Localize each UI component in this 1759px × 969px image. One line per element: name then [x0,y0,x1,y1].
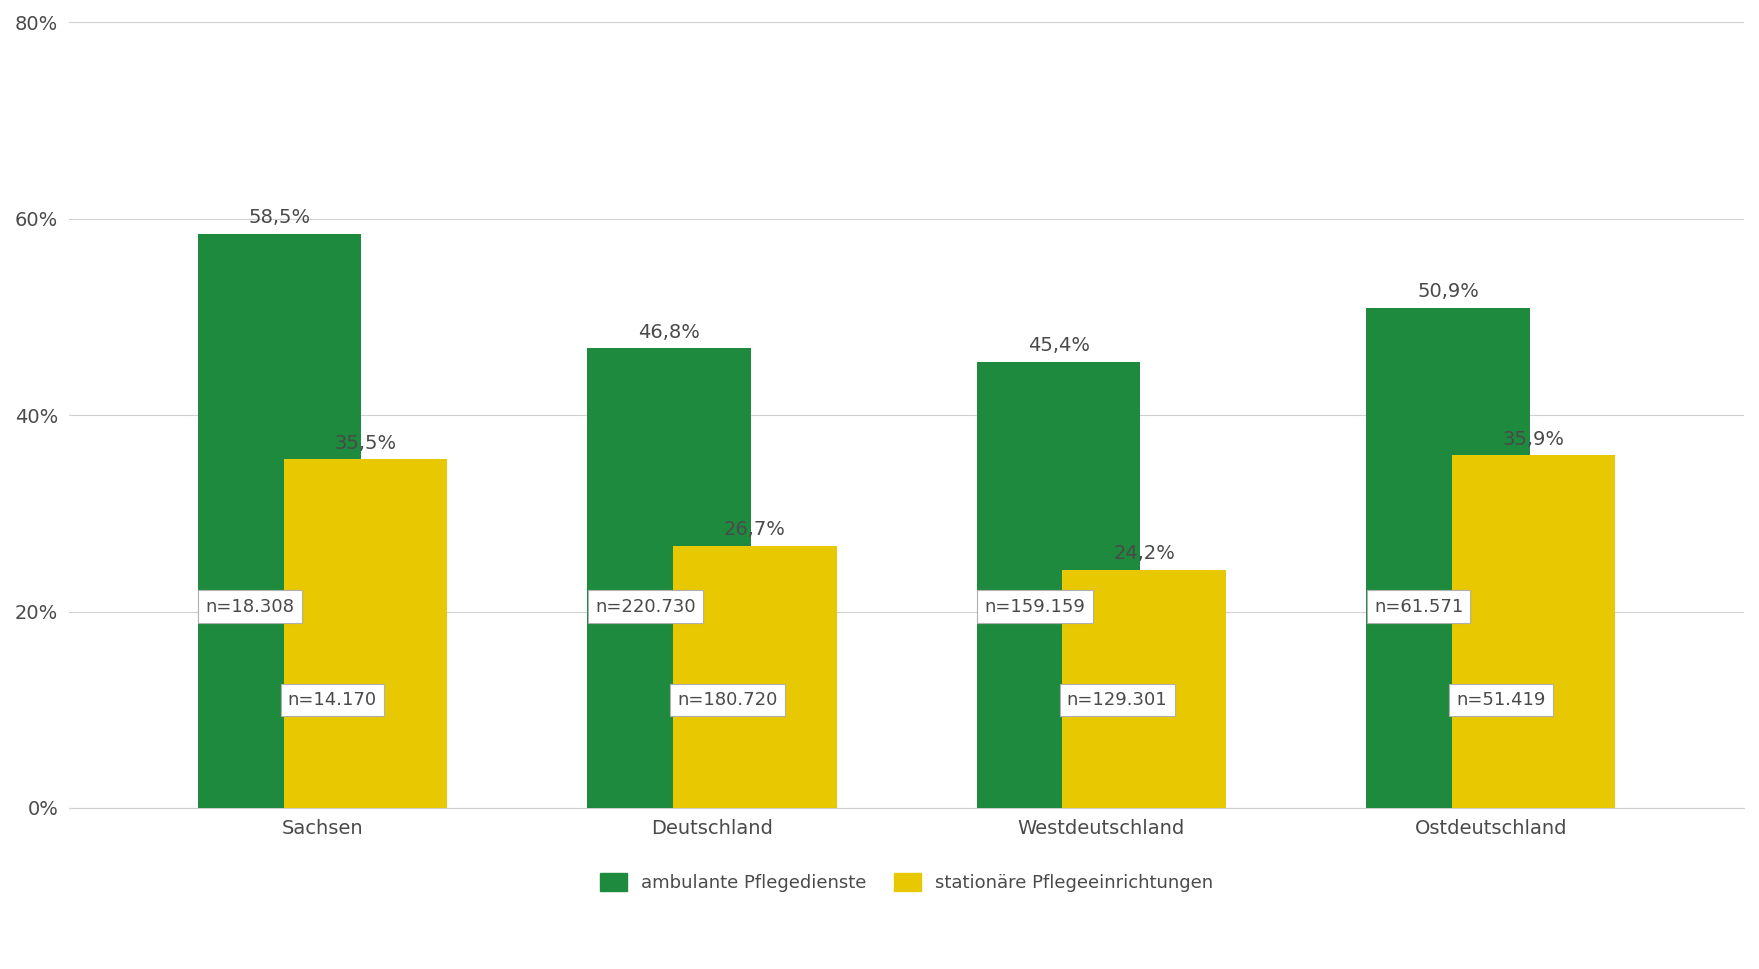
Bar [283,459,447,808]
Bar [1451,455,1615,808]
Text: n=180.720: n=180.720 [677,691,777,709]
Text: 26,7%: 26,7% [725,520,786,539]
Text: 45,4%: 45,4% [1027,336,1089,356]
Text: 35,9%: 35,9% [1502,429,1566,449]
Text: 50,9%: 50,9% [1418,282,1479,301]
Text: 58,5%: 58,5% [248,207,311,227]
Text: 46,8%: 46,8% [639,323,700,341]
Legend: ambulante Pflegedienste, stationäre Pflegeeinrichtungen: ambulante Pflegedienste, stationäre Pfle… [591,863,1223,901]
Text: n=51.419: n=51.419 [1456,691,1546,709]
Text: n=220.730: n=220.730 [595,598,697,615]
Text: 24,2%: 24,2% [1113,545,1175,563]
Text: 35,5%: 35,5% [334,433,396,453]
Bar [976,362,1140,808]
Text: n=18.308: n=18.308 [206,598,296,615]
Text: n=129.301: n=129.301 [1066,691,1168,709]
Text: n=61.571: n=61.571 [1374,598,1463,615]
Text: n=159.159: n=159.159 [985,598,1085,615]
Text: n=14.170: n=14.170 [288,691,376,709]
Bar [674,546,837,808]
Bar [197,234,361,808]
Bar [1062,571,1226,808]
Bar [588,349,751,808]
Bar [1367,308,1530,808]
